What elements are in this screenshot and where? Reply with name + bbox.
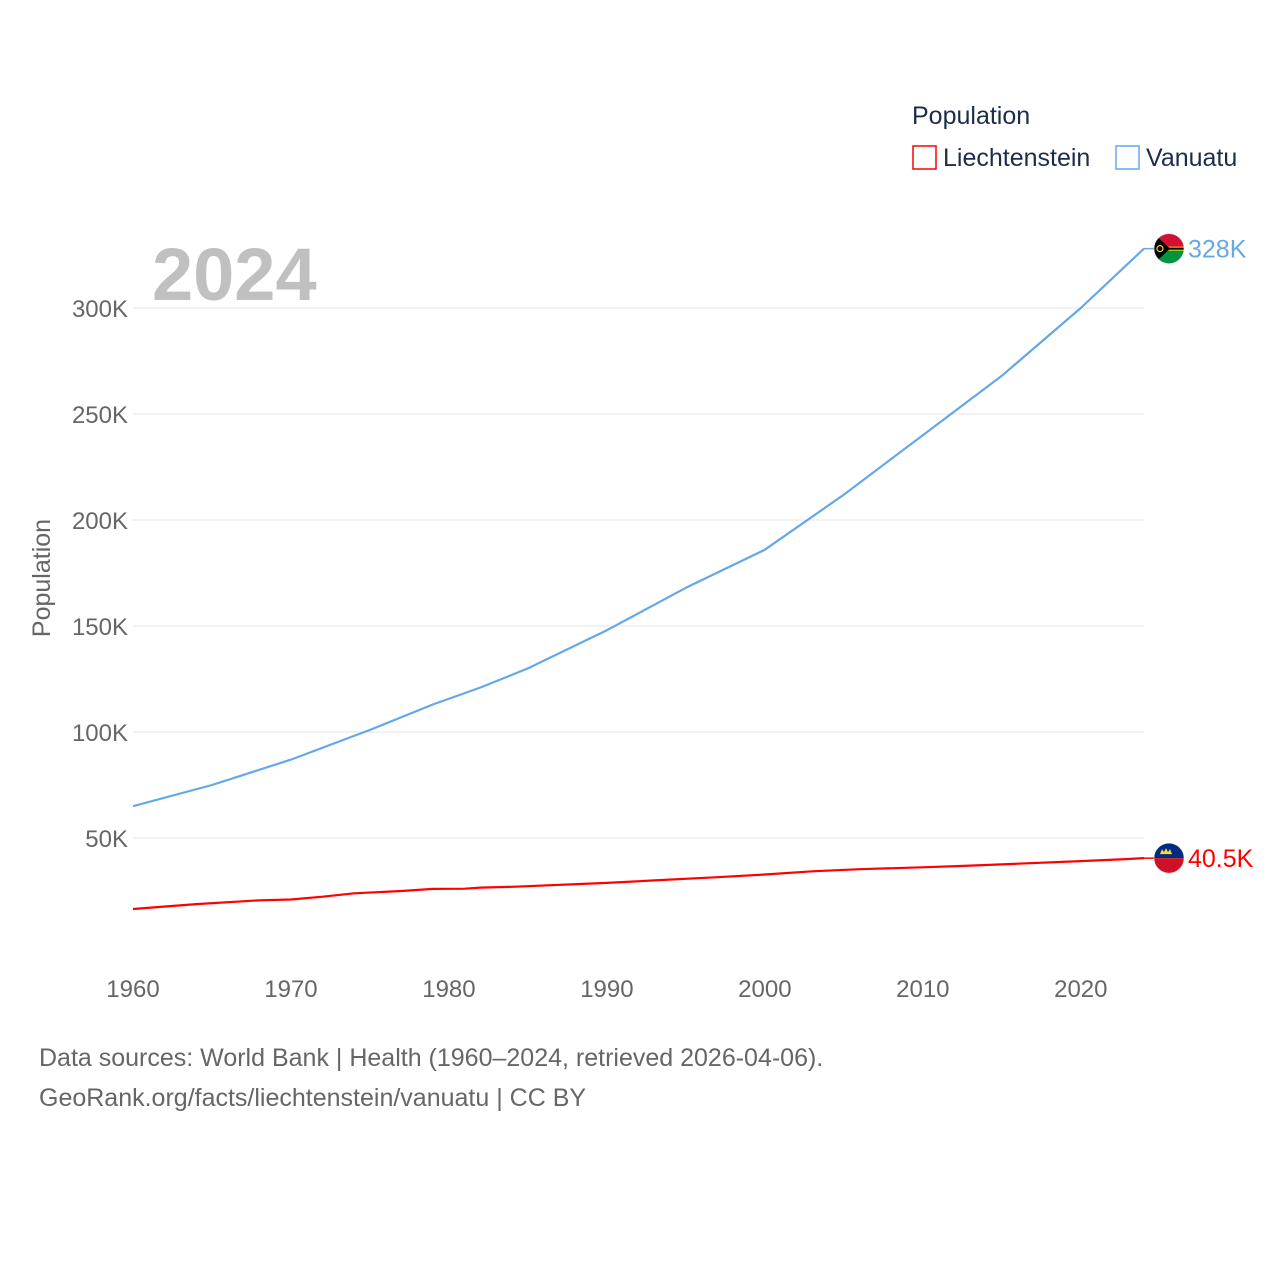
flag-crown	[1160, 848, 1172, 855]
x-tick-label: 2020	[1054, 976, 1107, 1003]
flag-outline	[1153, 233, 1185, 264]
legend-swatch-vanuatu[interactable]	[1115, 145, 1140, 170]
series-end-markers: 40.5K 328K	[1144, 233, 1254, 874]
y-tick-label: 50K	[85, 826, 128, 853]
legend-label-liechtenstein[interactable]: Liechtenstein	[943, 144, 1090, 172]
x-tick-label: 1980	[422, 976, 475, 1003]
y-tick-label: 100K	[72, 720, 128, 747]
x-tick-label: 1960	[106, 976, 159, 1003]
flag-red-band	[1154, 858, 1184, 874]
y-axis-label: Population	[28, 519, 56, 637]
series-line-liechtenstein	[132, 857, 1145, 911]
y-tick-label: 300K	[72, 296, 128, 323]
x-axis-ticks: 1960 1970 1980 1990 2000 2010 2020	[106, 976, 1107, 1003]
legend-title: Population	[912, 102, 1030, 130]
flag-black-triangle	[1154, 233, 1170, 264]
x-tick-label: 2010	[896, 976, 949, 1003]
y-axis-ticks: 50K 100K 150K 200K 250K 300K	[72, 296, 128, 853]
footer-link[interactable]: GeoRank.org/facts/liechtenstein/vanuatu …	[39, 1084, 587, 1112]
y-tick-label: 200K	[72, 508, 128, 535]
x-tick-label: 1990	[580, 976, 633, 1003]
liechtenstein-flag-icon	[1153, 842, 1185, 874]
flag-outline	[1153, 842, 1185, 874]
y-tick-label: 250K	[72, 402, 128, 429]
year-label: 2024	[152, 233, 317, 316]
footer-sources: Data sources: World Bank | Health (1960–…	[39, 1044, 824, 1072]
legend: Population Liechtenstein Vanuatu	[912, 102, 1237, 172]
x-tick-label: 1970	[264, 976, 317, 1003]
vanuatu-flag-icon	[1153, 233, 1185, 264]
legend-label-vanuatu[interactable]: Vanuatu	[1146, 144, 1237, 172]
y-tick-label: 150K	[72, 614, 128, 641]
series-lines	[132, 247, 1145, 911]
x-tick-label: 2000	[738, 976, 791, 1003]
legend-swatch-liechtenstein[interactable]	[912, 145, 937, 170]
gridlines	[133, 307, 1144, 839]
series-line-vanuatu	[132, 247, 1145, 808]
end-value-label: 328K	[1188, 236, 1247, 264]
end-value-label: 40.5K	[1188, 845, 1254, 873]
flag-emblem	[1156, 245, 1164, 253]
